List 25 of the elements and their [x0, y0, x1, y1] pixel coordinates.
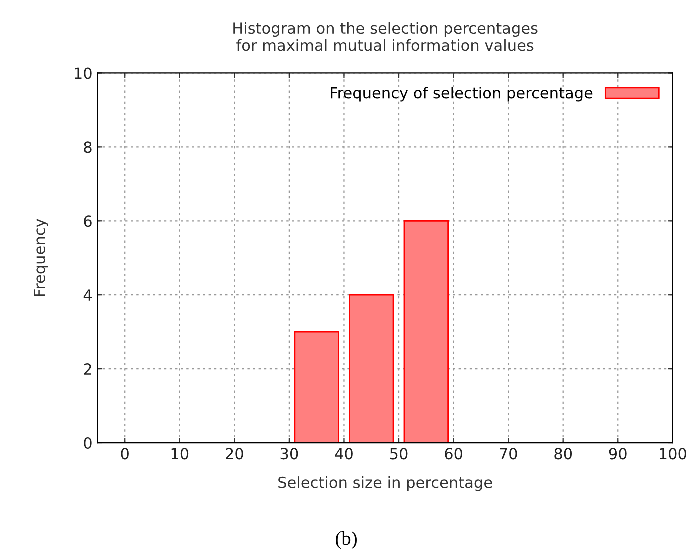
- bar: [404, 220, 449, 444]
- x-tick-label: 50: [390, 448, 408, 460]
- legend-label: Frequency of selection percentage: [331, 86, 593, 102]
- x-tick-label: 80: [554, 448, 572, 460]
- x-tick-label: 90: [609, 448, 627, 460]
- x-tick-label: 30: [280, 448, 298, 460]
- text: (b): [336, 532, 357, 550]
- x-tick-label: 20: [226, 448, 244, 460]
- bar: [349, 294, 394, 444]
- y-tick-label: 4: [84, 290, 92, 301]
- y-tick-label: 6: [84, 216, 92, 228]
- x-tick-label: 60: [445, 448, 462, 460]
- x-tick-label: 100: [660, 448, 686, 460]
- y-tick-label: 0: [84, 437, 92, 450]
- bar: [294, 331, 340, 444]
- x-tick-label: 70: [500, 448, 518, 460]
- x-tick-label: 40: [335, 448, 353, 460]
- y-tick-label: 8: [84, 142, 92, 154]
- x-tick-label: 10: [172, 448, 189, 460]
- y-tick-label: 10: [75, 68, 92, 80]
- x-axis-title: Selection size in percentage: [278, 476, 492, 492]
- y-axis-title: Frequency: [34, 219, 48, 296]
- x-tick-label: 0: [121, 448, 129, 460]
- chart-title: Histogram on the selection percentages for maximal mutual information values: [234, 22, 538, 52]
- y-tick-label: 2: [84, 364, 92, 375]
